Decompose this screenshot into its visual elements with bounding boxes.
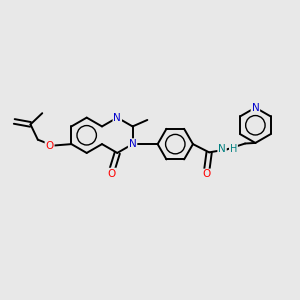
Text: O: O — [203, 169, 211, 179]
Text: N: N — [251, 103, 259, 112]
Text: O: O — [46, 141, 54, 151]
Text: N: N — [113, 112, 121, 123]
Text: H: H — [230, 144, 237, 154]
Text: N: N — [218, 144, 226, 154]
Text: O: O — [108, 169, 116, 178]
Text: N: N — [129, 139, 136, 149]
